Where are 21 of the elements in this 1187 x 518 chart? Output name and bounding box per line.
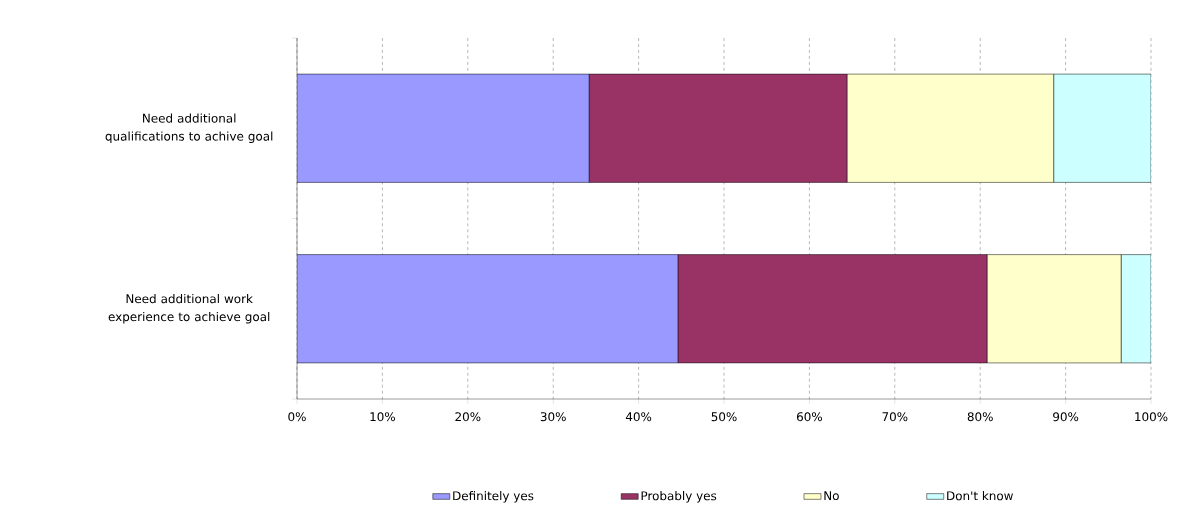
legend-label: No <box>824 491 839 501</box>
bar <box>1120 254 1152 364</box>
x-tick-label: 20% <box>455 412 481 422</box>
bar <box>297 73 590 183</box>
x-tick-label: 50% <box>711 412 737 422</box>
y-tick-label: Need additional qualifications to achive goal <box>105 113 273 143</box>
x-tick-label: 100% <box>1135 412 1168 422</box>
x-tick-label: 80% <box>967 412 993 422</box>
y-tick-label: Need additional work experience to achieve goal <box>108 294 270 324</box>
x-tick-label: 0% <box>288 412 306 422</box>
legend-label: Probably yes <box>641 491 717 503</box>
x-tick-label: 30% <box>540 412 566 422</box>
x-tick-label: 70% <box>882 412 908 422</box>
bar <box>297 254 679 364</box>
legend-label: Definitely yes <box>453 491 534 503</box>
x-tick-label: 90% <box>1053 412 1079 422</box>
x-tick-label: 60% <box>796 412 823 422</box>
x-tick-label: 40% <box>625 412 652 422</box>
x-tick-label: 10% <box>370 412 396 422</box>
bar <box>1053 73 1152 183</box>
legend-label: Don't know <box>947 491 1013 501</box>
